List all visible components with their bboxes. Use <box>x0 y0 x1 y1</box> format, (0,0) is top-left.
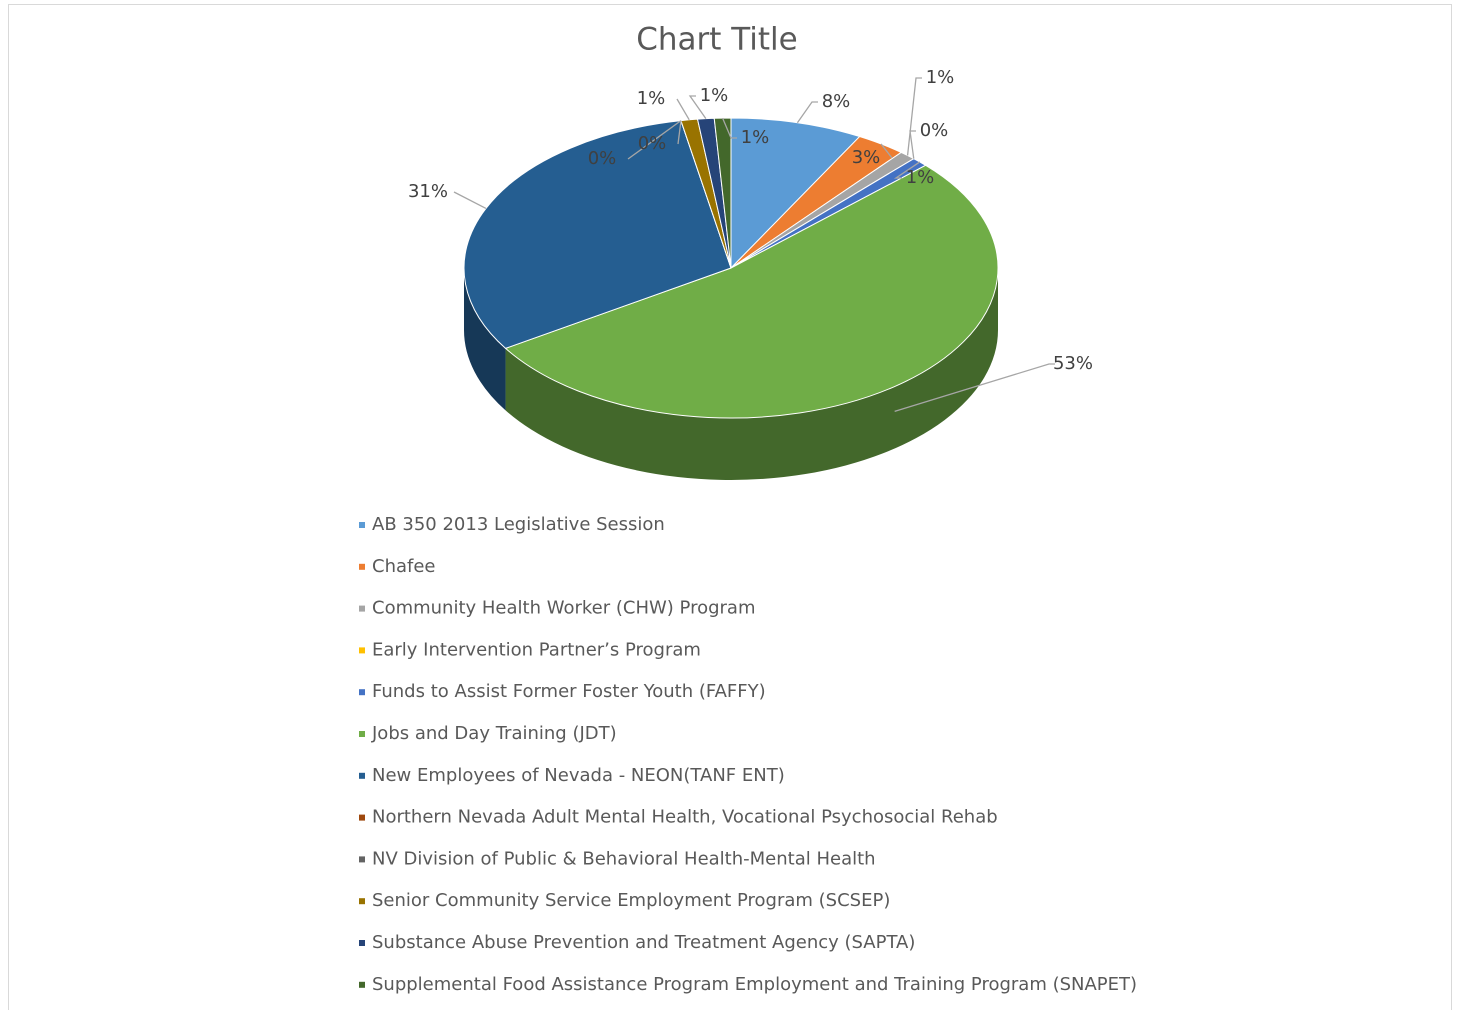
legend-label: Northern Nevada Adult Mental Health, Voc… <box>372 807 998 828</box>
leader-line <box>880 143 893 159</box>
leader-line <box>677 120 682 145</box>
data-label: 1% <box>700 85 729 106</box>
leader-line <box>688 95 707 120</box>
legend-marker <box>359 772 365 779</box>
slice-side <box>464 268 506 411</box>
legend-label: Senior Community Service Employment Prog… <box>372 890 890 911</box>
data-label: 0% <box>638 133 667 154</box>
legend-label: Supplemental Food Assistance Program Emp… <box>372 974 1137 995</box>
legend-marker <box>359 940 365 946</box>
data-label: 53% <box>1053 353 1093 374</box>
legend-marker <box>359 522 365 528</box>
chart-title: Chart Title <box>636 22 797 58</box>
data-label: 3% <box>852 147 881 168</box>
legend-marker <box>359 981 365 988</box>
slice <box>730 117 861 270</box>
legend-label: New Employees of Nevada - NEON(TANF ENT) <box>372 765 785 786</box>
legend-marker <box>359 898 365 905</box>
leader-line <box>894 363 1055 412</box>
leader-line <box>893 161 921 179</box>
legend-label: AB 350 2013 Legislative Session <box>372 514 665 535</box>
leader-line <box>676 98 690 121</box>
legend-label: Jobs and Day Training (JDT) <box>371 723 617 744</box>
data-label: 0% <box>920 120 949 141</box>
leader-line <box>627 120 682 160</box>
legend-label: Early Intervention Partner’s Program <box>372 639 701 660</box>
legend-label: Community Health Worker (CHW) Program <box>372 598 755 619</box>
slice <box>504 164 999 419</box>
leader-line <box>909 130 916 159</box>
legend-marker <box>359 731 365 737</box>
legend-marker <box>359 814 365 821</box>
legend-label: NV Division of Public & Behavioral Healt… <box>372 848 876 869</box>
legend-marker <box>359 647 365 654</box>
data-label: 1% <box>906 167 935 188</box>
slice-side <box>505 268 998 481</box>
slice <box>463 120 732 349</box>
data-label: 0% <box>588 148 617 169</box>
legend-marker <box>359 563 365 570</box>
data-label: 1% <box>741 127 770 148</box>
leader-line <box>906 77 922 156</box>
legend-marker <box>359 856 365 863</box>
leader-line <box>722 117 737 139</box>
leader-line <box>453 191 487 210</box>
leader-line <box>796 101 818 124</box>
data-label: 8% <box>822 91 851 112</box>
legend-marker <box>359 605 365 612</box>
data-label: 31% <box>408 181 448 202</box>
legend-label: Chafee <box>372 556 436 577</box>
data-label: 1% <box>637 88 666 109</box>
legend-label: Funds to Assist Former Foster Youth (FAF… <box>372 681 766 702</box>
data-label: 1% <box>926 67 955 88</box>
legend-label: Substance Abuse Prevention and Treatment… <box>372 932 915 953</box>
legend-marker <box>359 689 365 696</box>
